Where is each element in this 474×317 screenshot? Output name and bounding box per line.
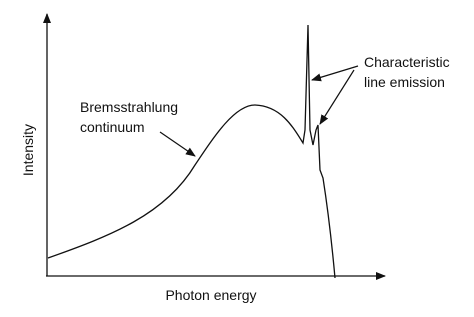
annotation-line: Bremsstrahlung: [80, 99, 178, 115]
x-axis-label: Photon energy: [165, 287, 256, 303]
y-axis-label: Intensity: [20, 124, 36, 176]
annotation-line: Characteristic: [364, 54, 450, 70]
annotation-line: continuum: [80, 119, 145, 135]
spectrum-curve: [47, 24, 336, 279]
annotation-line: line emission: [364, 74, 445, 90]
annotation-arrow: [159, 131, 196, 157]
annotation-arrow: [311, 65, 359, 82]
annotation-arrow: [319, 69, 355, 125]
